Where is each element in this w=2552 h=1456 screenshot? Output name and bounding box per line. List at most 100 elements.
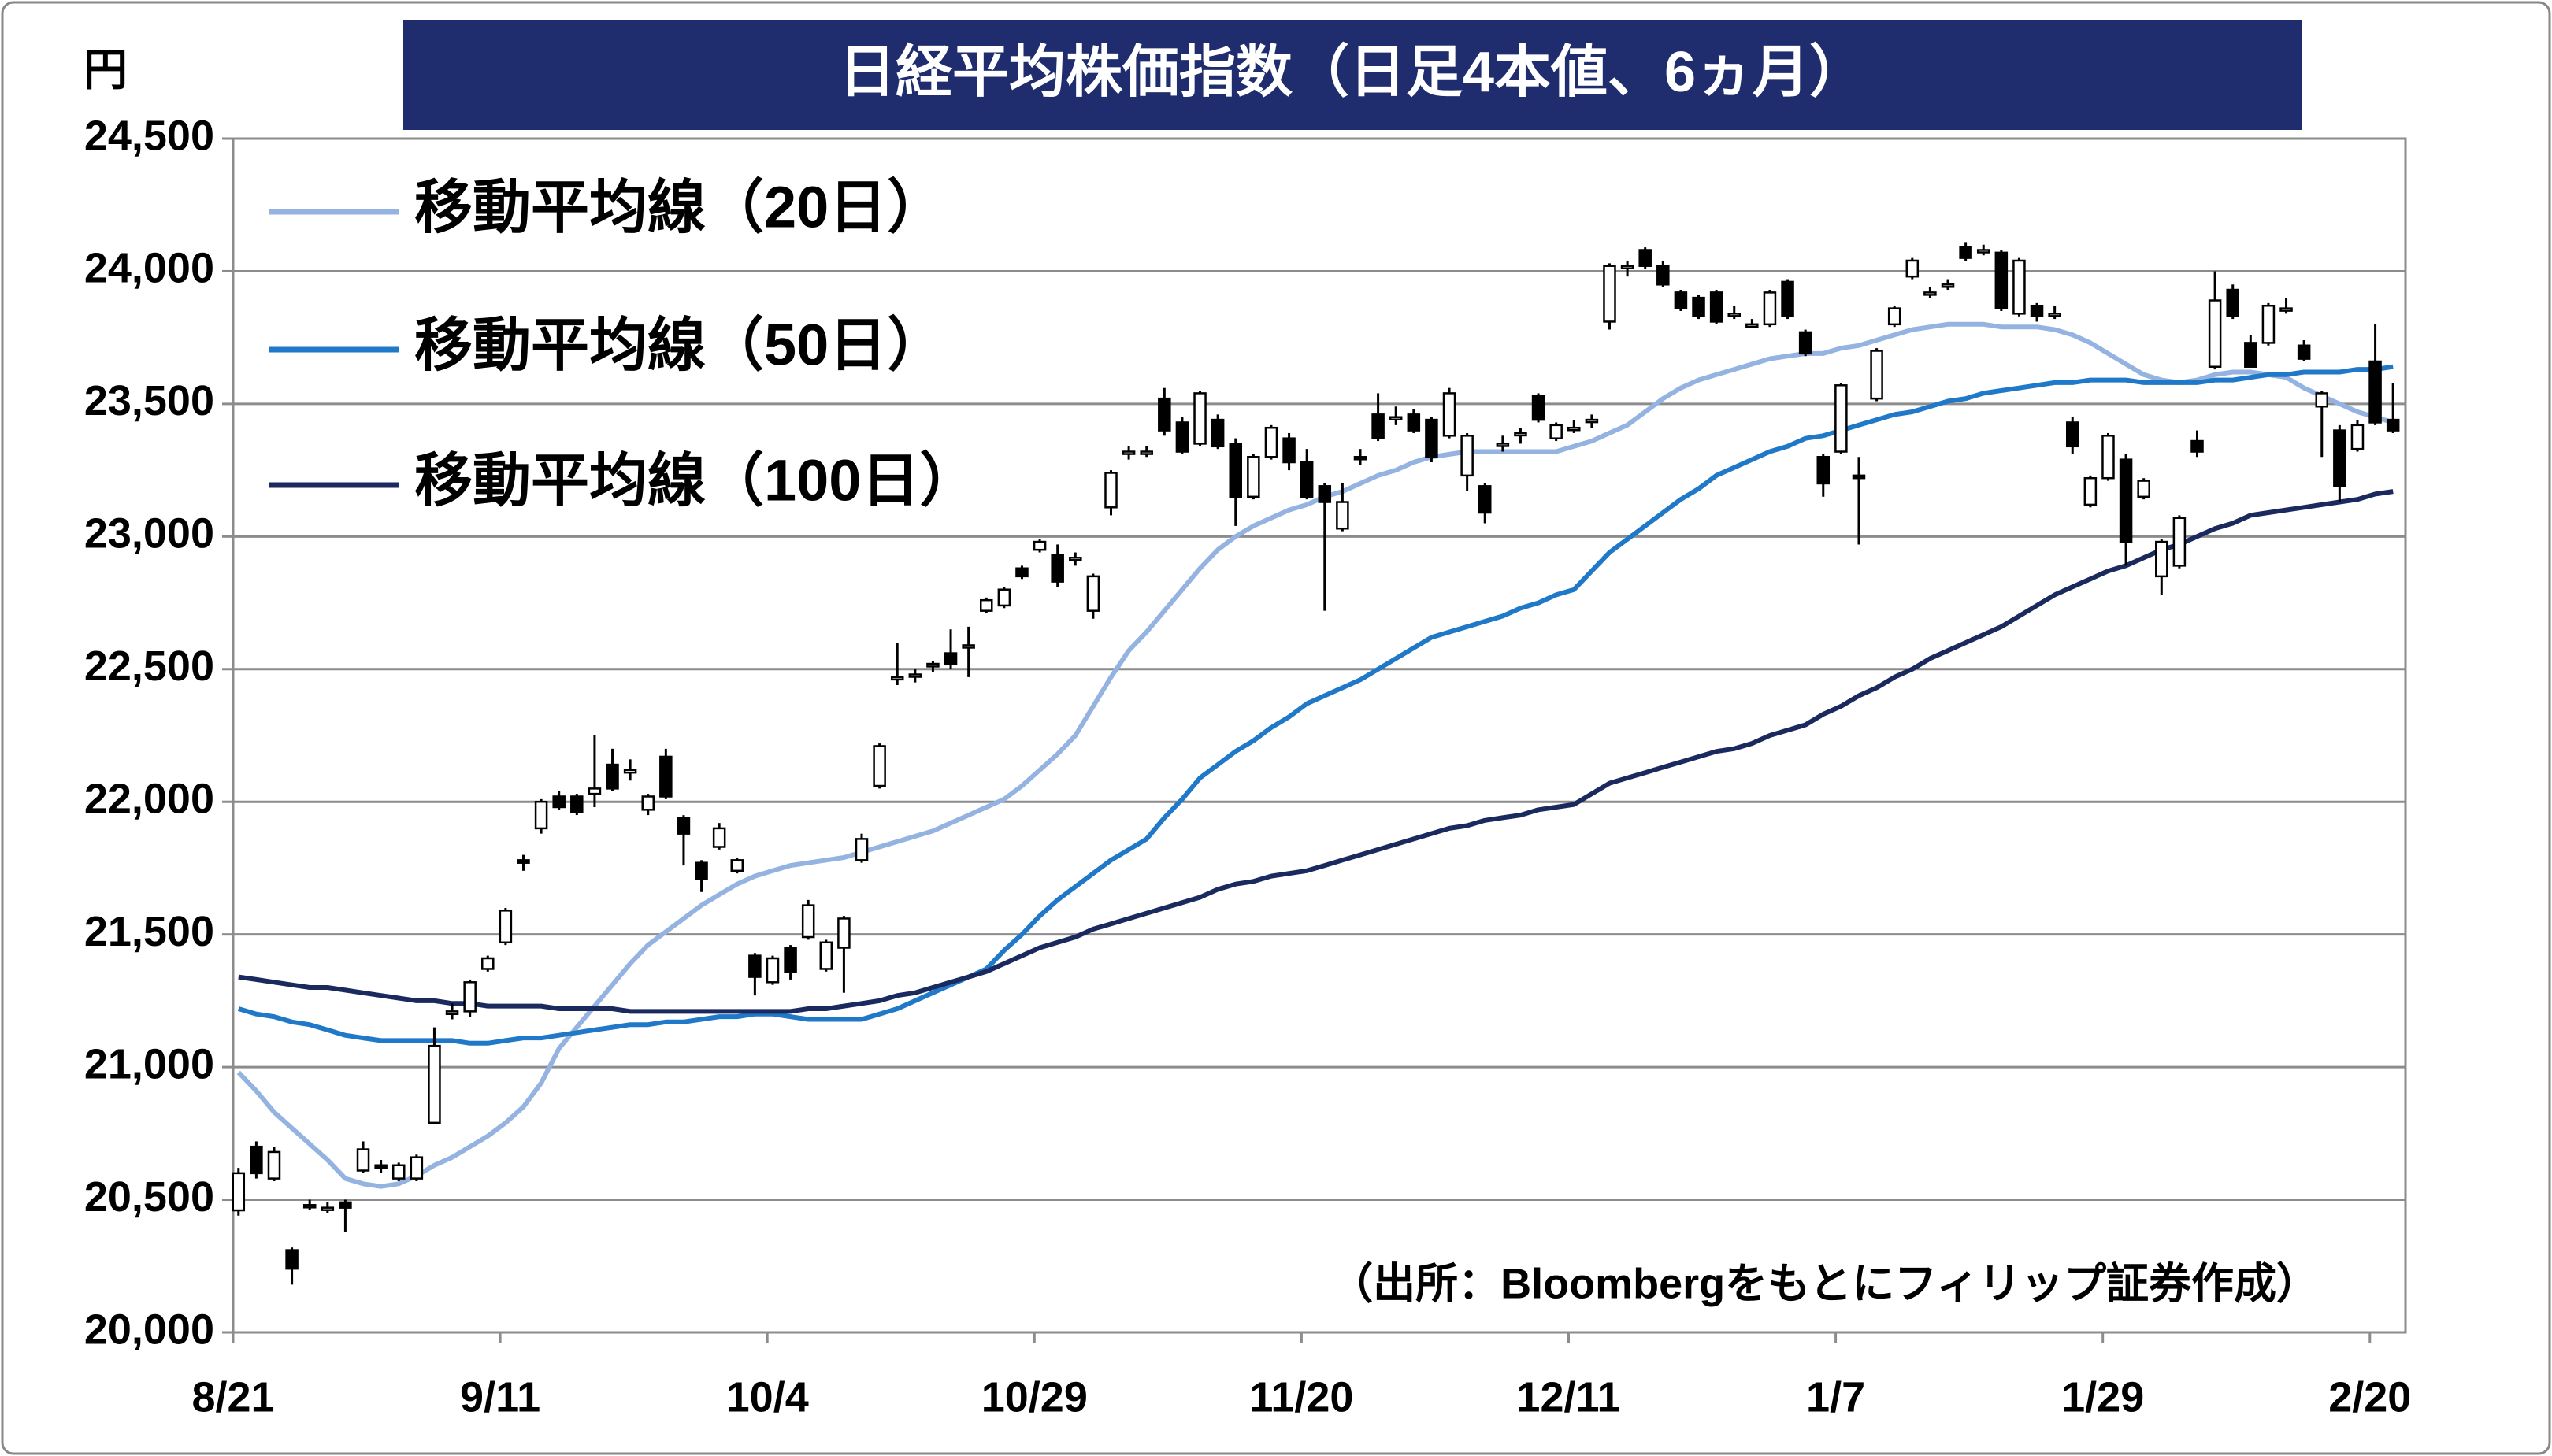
candle-body bbox=[801, 904, 815, 939]
candle-body bbox=[1193, 392, 1207, 445]
candle-body bbox=[2261, 304, 2276, 344]
x-tick-label: 9/11 bbox=[460, 1373, 540, 1421]
x-tick-label: 1/7 bbox=[1806, 1373, 1865, 1421]
candle-body bbox=[748, 954, 762, 978]
y-tick-label: 24,000 bbox=[84, 245, 214, 292]
candle-body bbox=[1158, 397, 1171, 432]
candle-body bbox=[534, 800, 548, 830]
candle-body bbox=[2155, 540, 2168, 578]
candle-body bbox=[1442, 392, 1456, 437]
candle-body bbox=[819, 941, 833, 970]
candle-body bbox=[730, 859, 744, 872]
candle-body bbox=[2137, 480, 2150, 498]
candle-body bbox=[499, 910, 513, 944]
candle-body bbox=[2119, 458, 2133, 543]
candle-body bbox=[2190, 439, 2204, 453]
candle-body bbox=[428, 1044, 441, 1124]
source-note: （出所：Bloombergをもとにフィリップ証券作成） bbox=[1330, 1260, 2319, 1307]
candle-body bbox=[1086, 575, 1100, 612]
candle-body bbox=[517, 859, 530, 864]
x-tick-label: 8/21 bbox=[191, 1373, 274, 1421]
candle-body bbox=[641, 795, 655, 811]
candle-body bbox=[1905, 259, 1920, 278]
candle-body bbox=[2279, 307, 2293, 312]
candle-body bbox=[463, 981, 477, 1013]
candle-body bbox=[1887, 307, 1901, 326]
candle-body bbox=[2083, 476, 2098, 506]
candle-body bbox=[623, 769, 637, 774]
candle-body bbox=[1264, 426, 1278, 458]
candle-body bbox=[1371, 413, 1385, 439]
candle-body bbox=[979, 598, 993, 612]
candle-body bbox=[1727, 313, 1741, 317]
candle-body bbox=[339, 1201, 352, 1209]
candle-body bbox=[1620, 265, 1634, 269]
candle-body bbox=[1638, 249, 1652, 267]
candle-body bbox=[837, 917, 851, 949]
candle-body bbox=[1959, 246, 1972, 259]
candle-body bbox=[712, 827, 726, 848]
candle-body bbox=[1870, 350, 1883, 400]
candle-body bbox=[1745, 323, 1759, 328]
candle-body bbox=[2368, 360, 2382, 424]
y-tick-label: 21,500 bbox=[84, 908, 214, 955]
candle-body bbox=[1549, 424, 1563, 439]
x-tick-label: 10/4 bbox=[726, 1373, 809, 1421]
candle-body bbox=[659, 755, 673, 798]
candle-body bbox=[410, 1156, 424, 1180]
candle-body bbox=[1211, 418, 1225, 448]
candle-body bbox=[2101, 435, 2115, 480]
candle-body bbox=[232, 1172, 246, 1212]
x-tick-label: 11/20 bbox=[1249, 1373, 1353, 1421]
candle-body bbox=[1656, 265, 1670, 286]
candle-body bbox=[677, 817, 691, 835]
candle-body bbox=[1692, 296, 1705, 317]
moving-average-line bbox=[238, 489, 2394, 1014]
candle-body bbox=[1353, 456, 1367, 461]
candle-body bbox=[1318, 485, 1332, 503]
candle-body bbox=[944, 652, 958, 665]
candle-body bbox=[445, 1010, 459, 1015]
candle-body bbox=[2350, 424, 2365, 450]
candle-body bbox=[1763, 291, 1777, 326]
candle-body bbox=[2208, 299, 2222, 368]
y-tick-label: 20,000 bbox=[84, 1306, 214, 1353]
candle-body bbox=[1033, 540, 1047, 551]
candle-body bbox=[766, 957, 780, 984]
candle-body bbox=[552, 795, 566, 809]
legend-label: 移動平均線（20日） bbox=[414, 175, 945, 240]
candle-body bbox=[1994, 251, 2009, 309]
candle-body bbox=[2226, 288, 2239, 317]
candle-body bbox=[1425, 418, 1438, 458]
candle-body bbox=[1389, 416, 1403, 420]
moving-average-line bbox=[237, 364, 2394, 1046]
title-box bbox=[403, 20, 2302, 130]
candle-body bbox=[2333, 429, 2346, 487]
y-tick-label: 22,500 bbox=[84, 643, 214, 690]
legend-label: 移動平均線（50日） bbox=[414, 313, 945, 378]
candle-body bbox=[962, 644, 975, 649]
candle-body bbox=[250, 1145, 263, 1175]
candle-body bbox=[570, 795, 584, 813]
candle-body bbox=[1300, 461, 1314, 498]
candle-body bbox=[2172, 517, 2187, 567]
candle-body bbox=[890, 676, 904, 681]
candle-body bbox=[374, 1164, 388, 1169]
candle-body bbox=[1603, 265, 1616, 323]
candle-body bbox=[1478, 485, 1492, 514]
plot-area: 20,000 20,500 21,000 21,500 22,000 22,500 23,0… bbox=[84, 112, 2412, 1421]
candle-body bbox=[1923, 291, 1937, 296]
candle-body bbox=[1514, 432, 1527, 437]
candle-body bbox=[1229, 443, 1243, 498]
candle-body bbox=[1567, 426, 1581, 432]
candle-body bbox=[1015, 567, 1029, 578]
candle-body bbox=[2012, 259, 2026, 315]
y-tick-label: 24,500 bbox=[84, 112, 214, 159]
candle-body bbox=[321, 1206, 335, 1211]
candle-body bbox=[695, 861, 708, 880]
candle-body bbox=[1122, 450, 1136, 455]
candle-body bbox=[2065, 421, 2079, 448]
candle-body bbox=[2244, 342, 2257, 368]
candle-body bbox=[1834, 384, 1848, 453]
